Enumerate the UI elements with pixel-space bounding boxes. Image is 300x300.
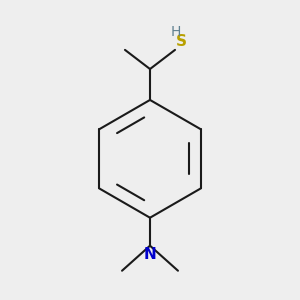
Text: S: S	[176, 34, 187, 49]
Text: H: H	[171, 25, 181, 39]
Text: N: N	[144, 247, 156, 262]
